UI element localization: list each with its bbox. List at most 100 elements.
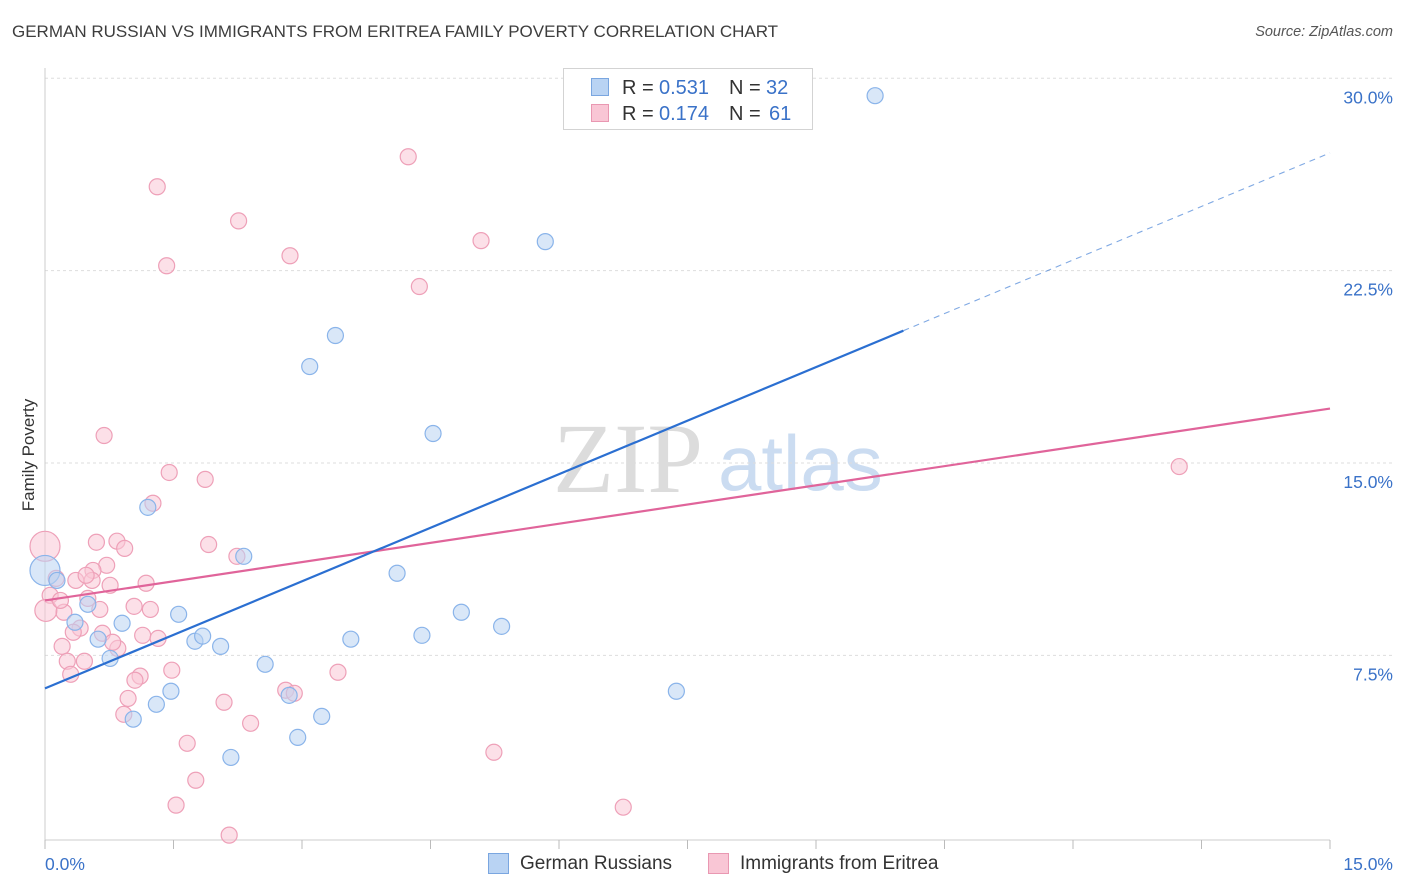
point-german-russians (48, 571, 66, 590)
point-german-russians (212, 637, 230, 655)
point-german-russians (66, 613, 84, 631)
point-german-russians (162, 682, 180, 700)
point-german-russians (493, 617, 511, 635)
point-german-russians (113, 614, 131, 632)
axis-ticks: 30.0% 22.5% 15.0% 7.5% 0.0% 15.0% (44, 87, 1393, 874)
point-german-russians (170, 605, 188, 623)
r-label: R = (622, 77, 654, 99)
y-tick-label: 30.0% (1343, 87, 1393, 107)
y-tick-label: 22.5% (1343, 280, 1393, 300)
point-eritrea (167, 796, 185, 814)
point-eritrea (126, 671, 144, 689)
r-label: R = (622, 103, 654, 125)
trend-line-eritrea (44, 407, 1331, 602)
point-german-russians (280, 686, 298, 704)
point-german-russians (388, 564, 406, 582)
point-eritrea (104, 633, 122, 651)
point-german-russians (342, 630, 360, 648)
legend-row-german-russians: R = 0.531 N = 32 (564, 75, 812, 101)
point-eritrea (196, 470, 214, 488)
point-eritrea (215, 693, 233, 711)
point-german-russians (413, 626, 431, 644)
trend-line-extension-german-russians (903, 152, 1331, 332)
x-tick-label: 0.0% (45, 854, 85, 874)
n-label: N = (729, 103, 761, 125)
legend-label-eritrea: Immigrants from Eritrea (740, 853, 939, 874)
n-label: N = (729, 77, 761, 99)
point-german-russians (536, 233, 554, 251)
point-eritrea (329, 663, 347, 681)
point-german-russians (222, 748, 240, 767)
point-german-russians (326, 326, 345, 345)
point-german-russians (89, 630, 107, 648)
point-eritrea (53, 637, 71, 655)
r-value: 0.174 (659, 103, 710, 125)
data-points (29, 87, 1188, 844)
point-german-russians (313, 707, 331, 725)
legend-label-german-russians: German Russians (520, 853, 673, 874)
point-german-russians (194, 627, 212, 645)
point-eritrea (230, 212, 248, 230)
point-eritrea (1170, 457, 1188, 476)
point-eritrea (95, 426, 113, 445)
trend-lines (44, 152, 1331, 690)
point-eritrea (158, 257, 176, 275)
point-eritrea (51, 591, 70, 610)
point-eritrea (399, 148, 417, 166)
point-german-russians (424, 424, 442, 443)
point-german-russians (866, 87, 884, 105)
point-german-russians (235, 547, 253, 565)
legend-swatch-eritrea (708, 853, 729, 874)
point-german-russians (79, 595, 97, 613)
legend-swatch-pink (591, 104, 609, 122)
point-eritrea (178, 734, 196, 752)
point-eritrea (187, 771, 205, 789)
point-eritrea (116, 539, 134, 557)
point-eritrea (200, 535, 218, 554)
point-eritrea (220, 826, 238, 844)
point-eritrea (281, 247, 299, 265)
point-eritrea (485, 743, 503, 761)
n-value: 32 (766, 77, 789, 99)
correlation-legend: R = 0.531 N = 32 R = 0.174 N = 61 (563, 68, 813, 130)
point-german-russians (452, 603, 470, 621)
legend-row-eritrea: R = 0.174 N = 61 (564, 101, 812, 127)
point-eritrea (148, 178, 166, 196)
legend-swatch-blue (591, 78, 609, 96)
point-german-russians (289, 728, 307, 747)
y-axis-label: Family Poverty (19, 398, 38, 511)
n-value: 61 (769, 103, 792, 125)
watermark-zip: ZIP (553, 403, 703, 514)
legend-swatch-german-russians (488, 853, 509, 874)
trend-line-german-russians (44, 329, 904, 690)
point-eritrea (163, 661, 181, 679)
chart-title: GERMAN RUSSIAN VS IMMIGRANTS FROM ERITRE… (12, 22, 779, 41)
r-value: 0.531 (659, 77, 710, 99)
point-german-russians (667, 682, 685, 700)
source-label: Source: ZipAtlas.com (1255, 24, 1393, 40)
point-eritrea (87, 533, 106, 551)
point-eritrea (472, 232, 490, 250)
point-german-russians (301, 357, 319, 376)
point-eritrea (134, 626, 152, 644)
point-german-russians (139, 498, 157, 516)
point-eritrea (410, 277, 428, 296)
watermark: ZIP atlas (553, 403, 883, 514)
point-eritrea (160, 463, 178, 482)
point-german-russians (256, 655, 274, 673)
point-eritrea (242, 714, 260, 732)
point-eritrea (77, 566, 95, 584)
x-tick-label: 15.0% (1343, 854, 1393, 874)
point-eritrea (137, 574, 155, 592)
point-german-russians (147, 695, 165, 713)
gridlines (45, 77, 1393, 656)
point-eritrea (75, 652, 94, 670)
point-eritrea (119, 689, 137, 708)
point-eritrea (141, 600, 159, 619)
point-german-russians (124, 710, 142, 728)
y-tick-label: 7.5% (1353, 664, 1393, 684)
point-eritrea (125, 597, 143, 615)
y-tick-label: 15.0% (1343, 472, 1393, 492)
point-eritrea (614, 798, 632, 816)
